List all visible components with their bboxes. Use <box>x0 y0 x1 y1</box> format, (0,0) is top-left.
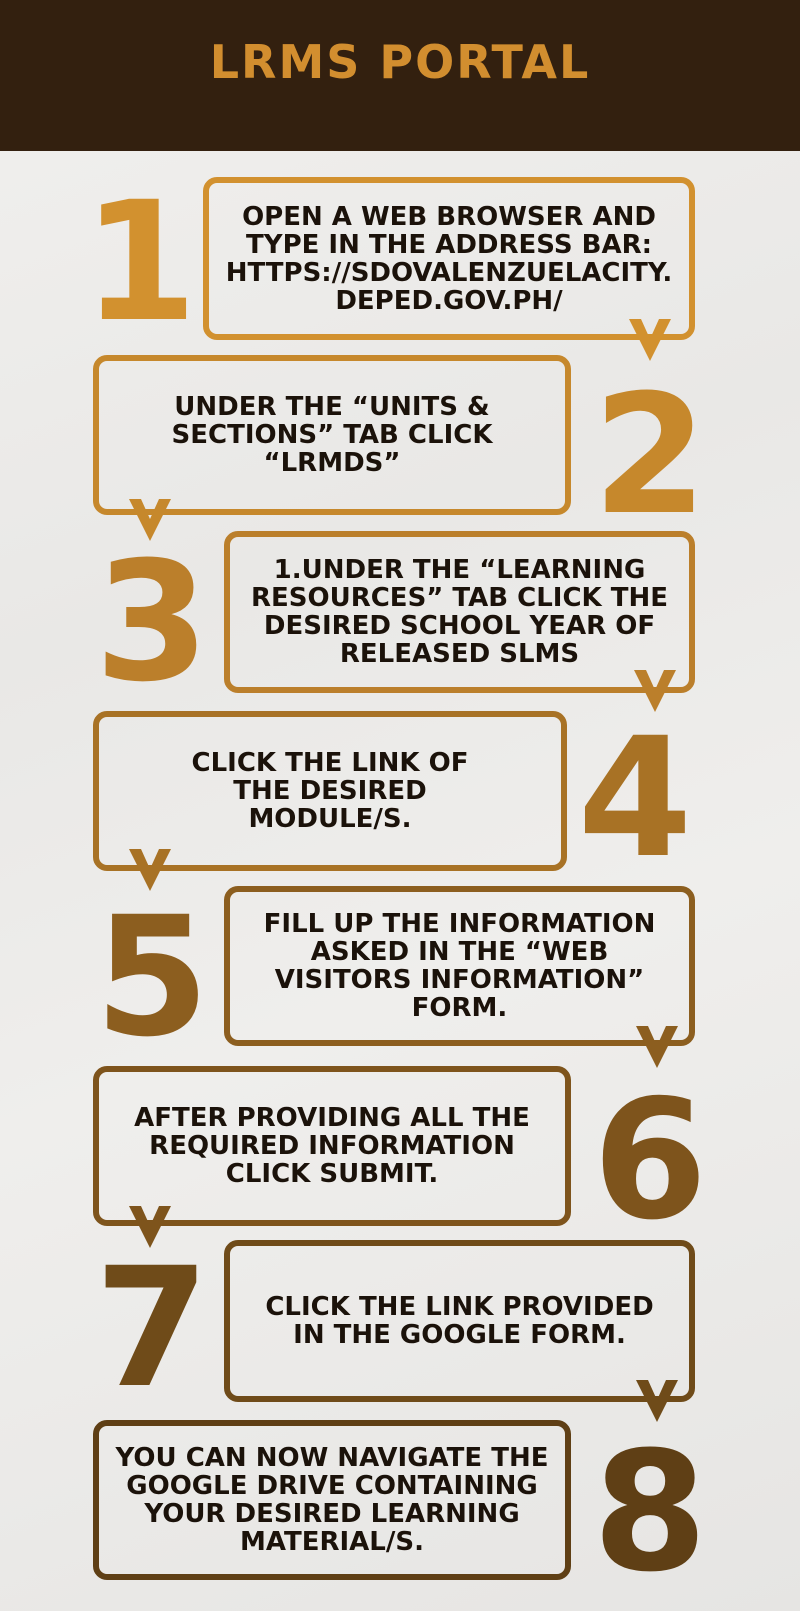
step-text: OPEN A WEB BROWSER AND TYPE IN THE ADDRE… <box>225 201 673 316</box>
step-box: AFTER PROVIDING ALL THE REQUIRED INFORMA… <box>93 1066 571 1226</box>
step-number: 3 <box>94 526 210 718</box>
step-box: CLICK THE LINK PROVIDED IN THE GOOGLE FO… <box>224 1240 695 1402</box>
step-box: UNDER THE “UNITS & SECTIONS” TAB CLICK “… <box>93 355 571 515</box>
step-number: 2 <box>592 359 708 551</box>
pointer-arrow-icon <box>636 1380 678 1422</box>
step-text: YOU CAN NOW NAVIGATE THE GOOGLE DRIVE CO… <box>115 1443 549 1557</box>
step-text: FILL UP THE INFORMATION ASKED IN THE “WE… <box>263 909 656 1023</box>
step-number: 4 <box>577 702 693 894</box>
step-number: 1 <box>82 166 198 358</box>
page-title: LRMS PORTAL <box>209 35 591 89</box>
step-number: 7 <box>94 1232 210 1424</box>
pointer-arrow-icon <box>636 1026 678 1068</box>
step-number: 8 <box>592 1416 708 1608</box>
pointer-arrow-icon <box>129 499 171 541</box>
step-box: OPEN A WEB BROWSER AND TYPE IN THE ADDRE… <box>203 177 695 340</box>
pointer-arrow-icon <box>634 670 676 712</box>
header-bar: LRMS PORTAL <box>0 0 800 151</box>
step-box: CLICK THE LINK OF THE DESIRED MODULE/S. <box>93 711 567 871</box>
pointer-arrow-icon <box>629 319 671 361</box>
step-text: 1.UNDER THE “LEARNING RESOURCES” TAB CLI… <box>250 555 668 669</box>
step-number: 6 <box>592 1064 708 1256</box>
step-box: 1.UNDER THE “LEARNING RESOURCES” TAB CLI… <box>224 531 695 693</box>
step-number: 5 <box>94 881 210 1073</box>
step-box: YOU CAN NOW NAVIGATE THE GOOGLE DRIVE CO… <box>93 1420 571 1580</box>
step-text: CLICK THE LINK PROVIDED IN THE GOOGLE FO… <box>265 1292 654 1350</box>
step-text: CLICK THE LINK OF THE DESIRED MODULE/S. <box>191 748 469 834</box>
pointer-arrow-icon <box>129 1206 171 1248</box>
pointer-arrow-icon <box>129 849 171 891</box>
step-text: AFTER PROVIDING ALL THE REQUIRED INFORMA… <box>134 1103 530 1189</box>
step-box: FILL UP THE INFORMATION ASKED IN THE “WE… <box>224 886 695 1046</box>
step-text: UNDER THE “UNITS & SECTIONS” TAB CLICK “… <box>171 392 493 478</box>
